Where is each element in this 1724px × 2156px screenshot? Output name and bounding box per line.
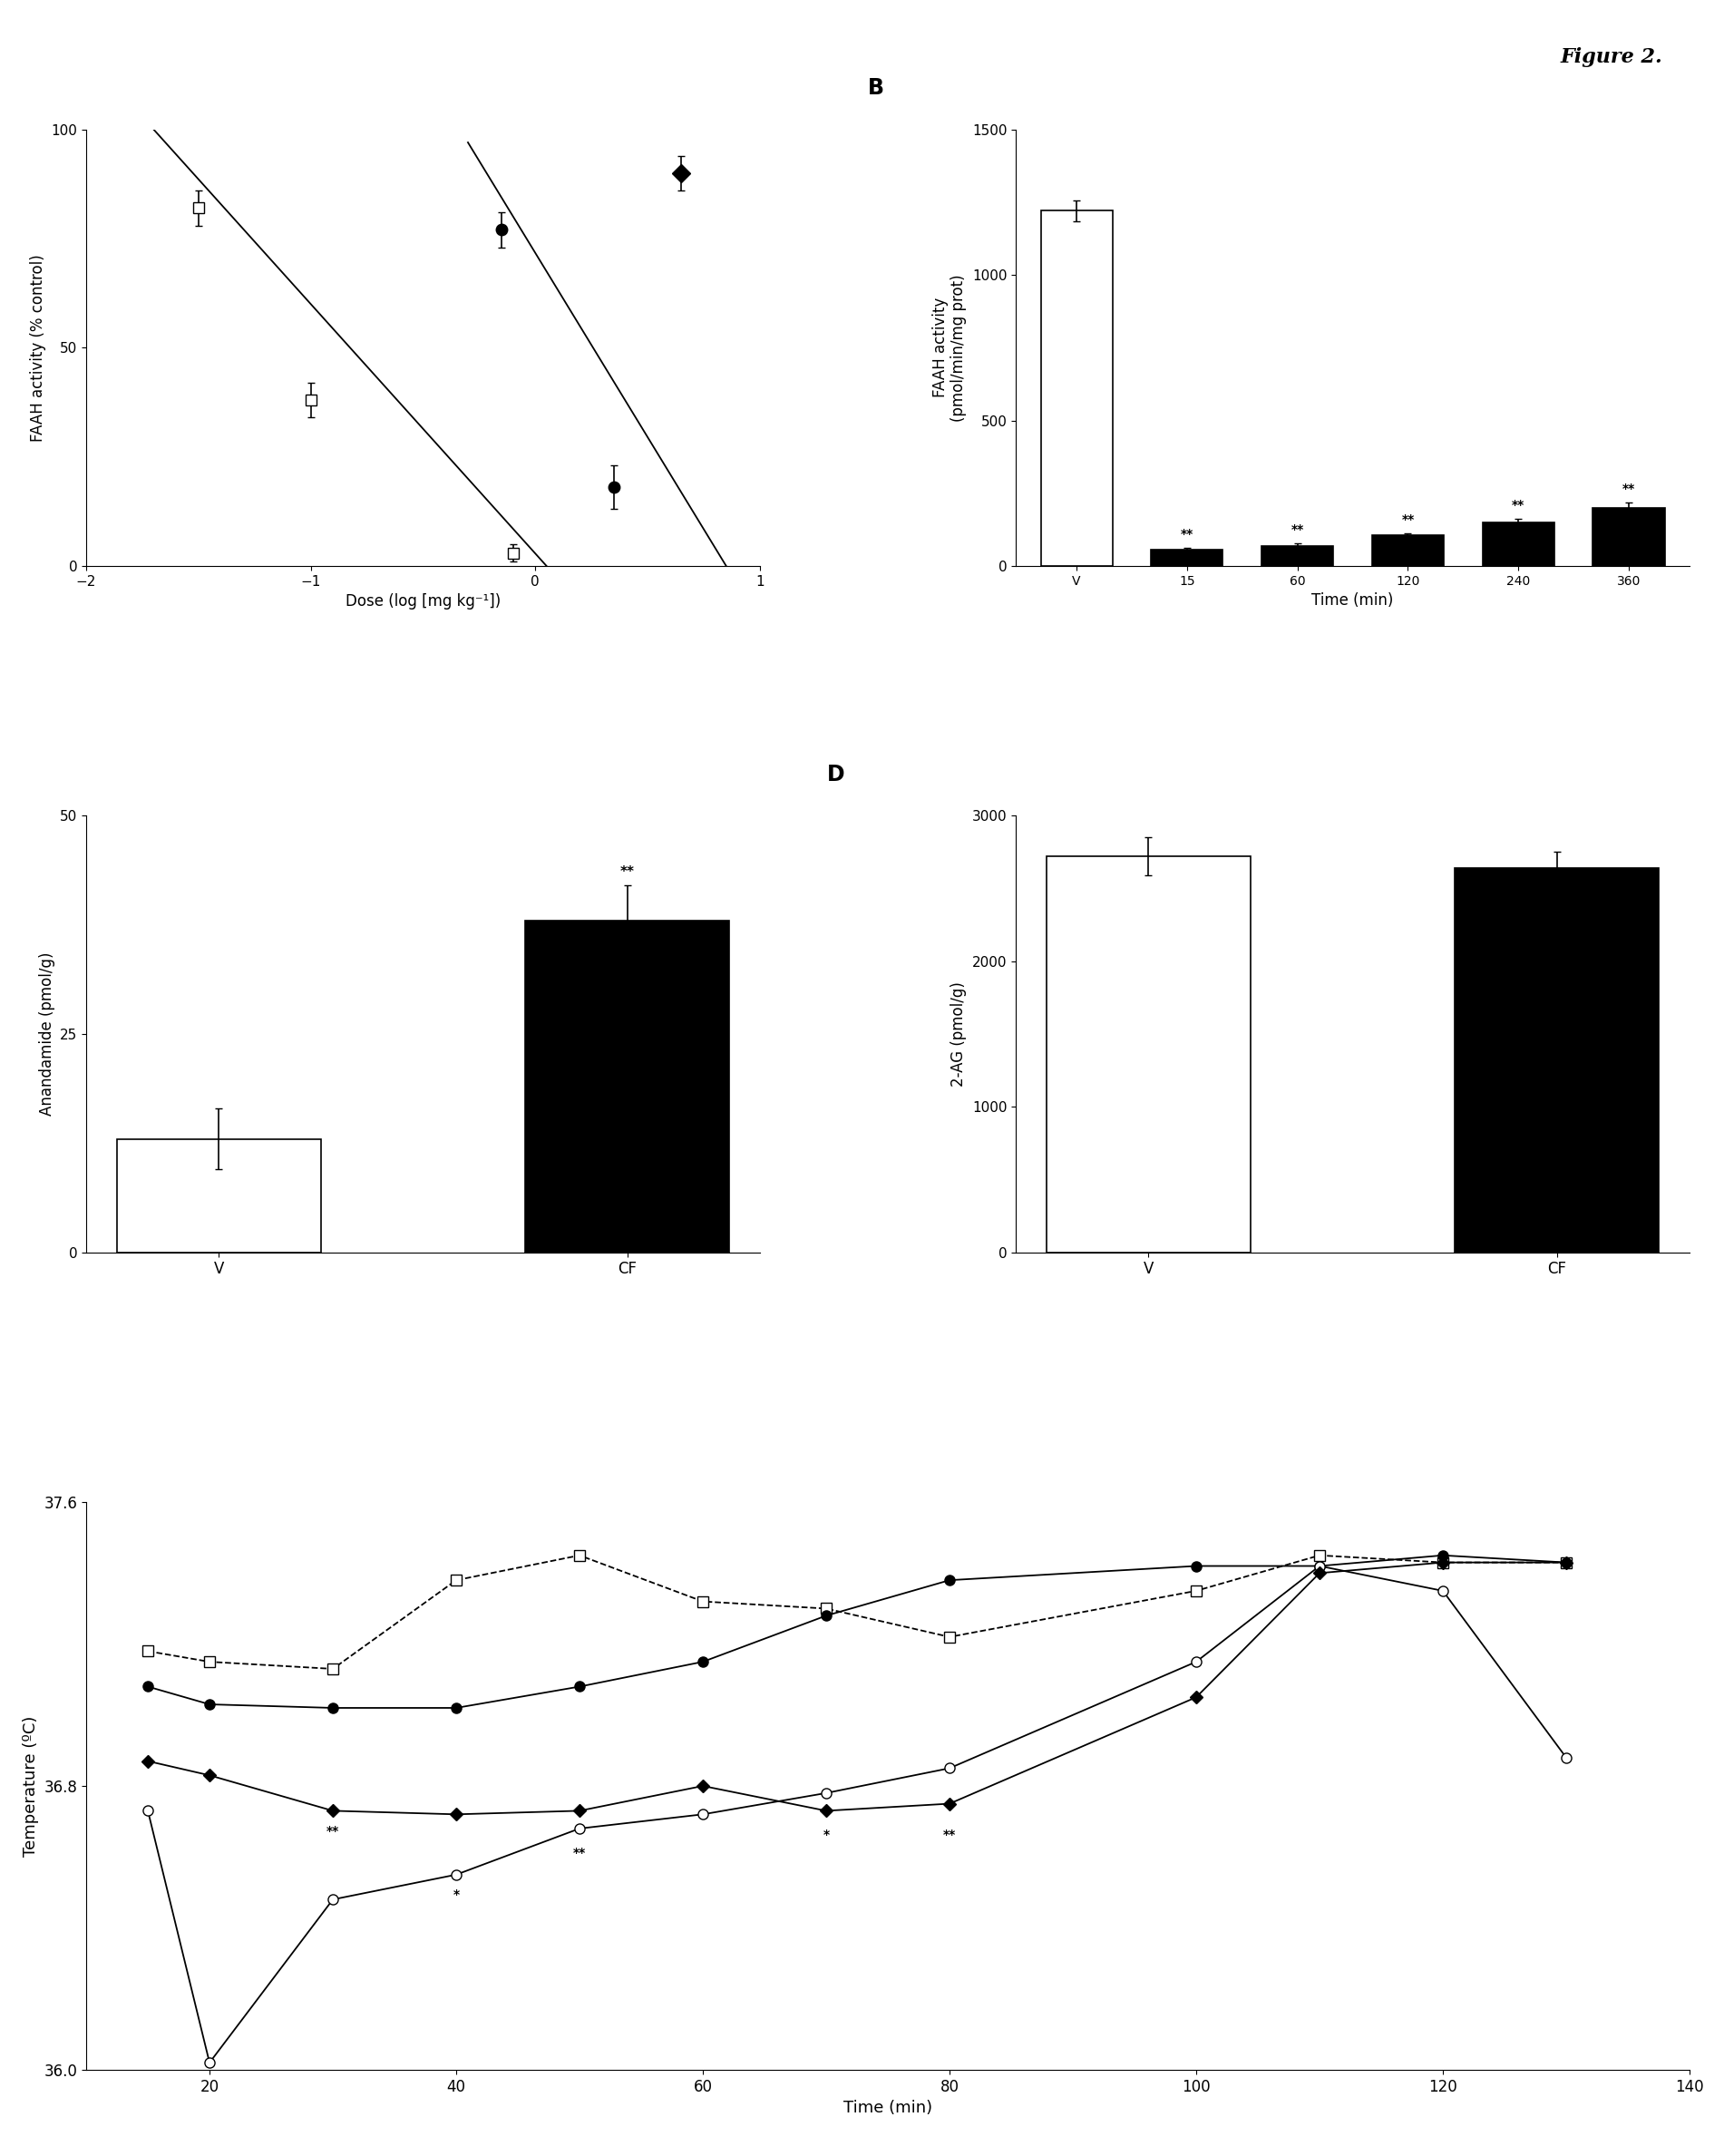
Text: **: ** [943, 1828, 957, 1841]
Text: **: ** [1402, 513, 1414, 526]
Bar [1262, 545, 1333, 567]
Bar [1483, 522, 1555, 567]
Text: **: ** [326, 1824, 340, 1837]
X-axis label: Time (min): Time (min) [1312, 593, 1393, 608]
Bar [526, 921, 729, 1253]
Text: **: ** [621, 865, 634, 880]
Text: Figure 2.: Figure 2. [1560, 47, 1662, 67]
Y-axis label: FAAH activity (% control): FAAH activity (% control) [29, 254, 47, 442]
Text: **: ** [572, 1846, 586, 1858]
Text: B: B [867, 78, 884, 99]
Text: **: ** [1181, 528, 1193, 541]
Bar [1593, 509, 1665, 567]
Y-axis label: Anandamide (pmol/g): Anandamide (pmol/g) [38, 953, 55, 1117]
Bar [1372, 535, 1443, 567]
Bar [117, 1138, 321, 1253]
Text: D: D [828, 763, 845, 785]
X-axis label: Time (min): Time (min) [843, 2100, 933, 2117]
Bar [1455, 869, 1658, 1253]
Text: **: ** [1512, 498, 1524, 511]
Y-axis label: FAAH activity
(pmol/min/mg prot): FAAH activity (pmol/min/mg prot) [933, 274, 967, 420]
Bar [1046, 856, 1250, 1253]
Text: **: ** [1291, 524, 1303, 537]
Text: *: * [453, 1889, 459, 1902]
Bar [1041, 211, 1112, 567]
Y-axis label: Temperature (ºC): Temperature (ºC) [22, 1716, 40, 1856]
Text: **: ** [1622, 483, 1636, 496]
Y-axis label: 2-AG (pmol/g): 2-AG (pmol/g) [950, 981, 967, 1087]
Text: *: * [822, 1828, 829, 1841]
X-axis label: Dose (log [mg kg⁻¹]): Dose (log [mg kg⁻¹]) [345, 593, 500, 610]
Bar [1152, 550, 1222, 567]
